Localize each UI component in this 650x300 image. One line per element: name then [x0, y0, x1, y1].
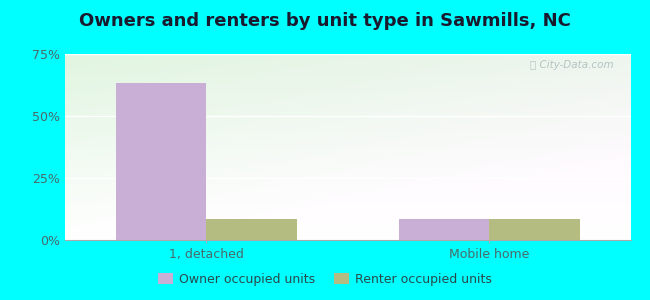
Bar [489, 219, 580, 240]
Legend: Owner occupied units, Renter occupied units: Owner occupied units, Renter occupied un… [153, 268, 497, 291]
Bar [398, 219, 489, 240]
Bar [116, 82, 207, 240]
Bar [207, 219, 297, 240]
Text: Owners and renters by unit type in Sawmills, NC: Owners and renters by unit type in Sawmi… [79, 12, 571, 30]
Text: ⓘ City-Data.com: ⓘ City-Data.com [530, 60, 614, 70]
